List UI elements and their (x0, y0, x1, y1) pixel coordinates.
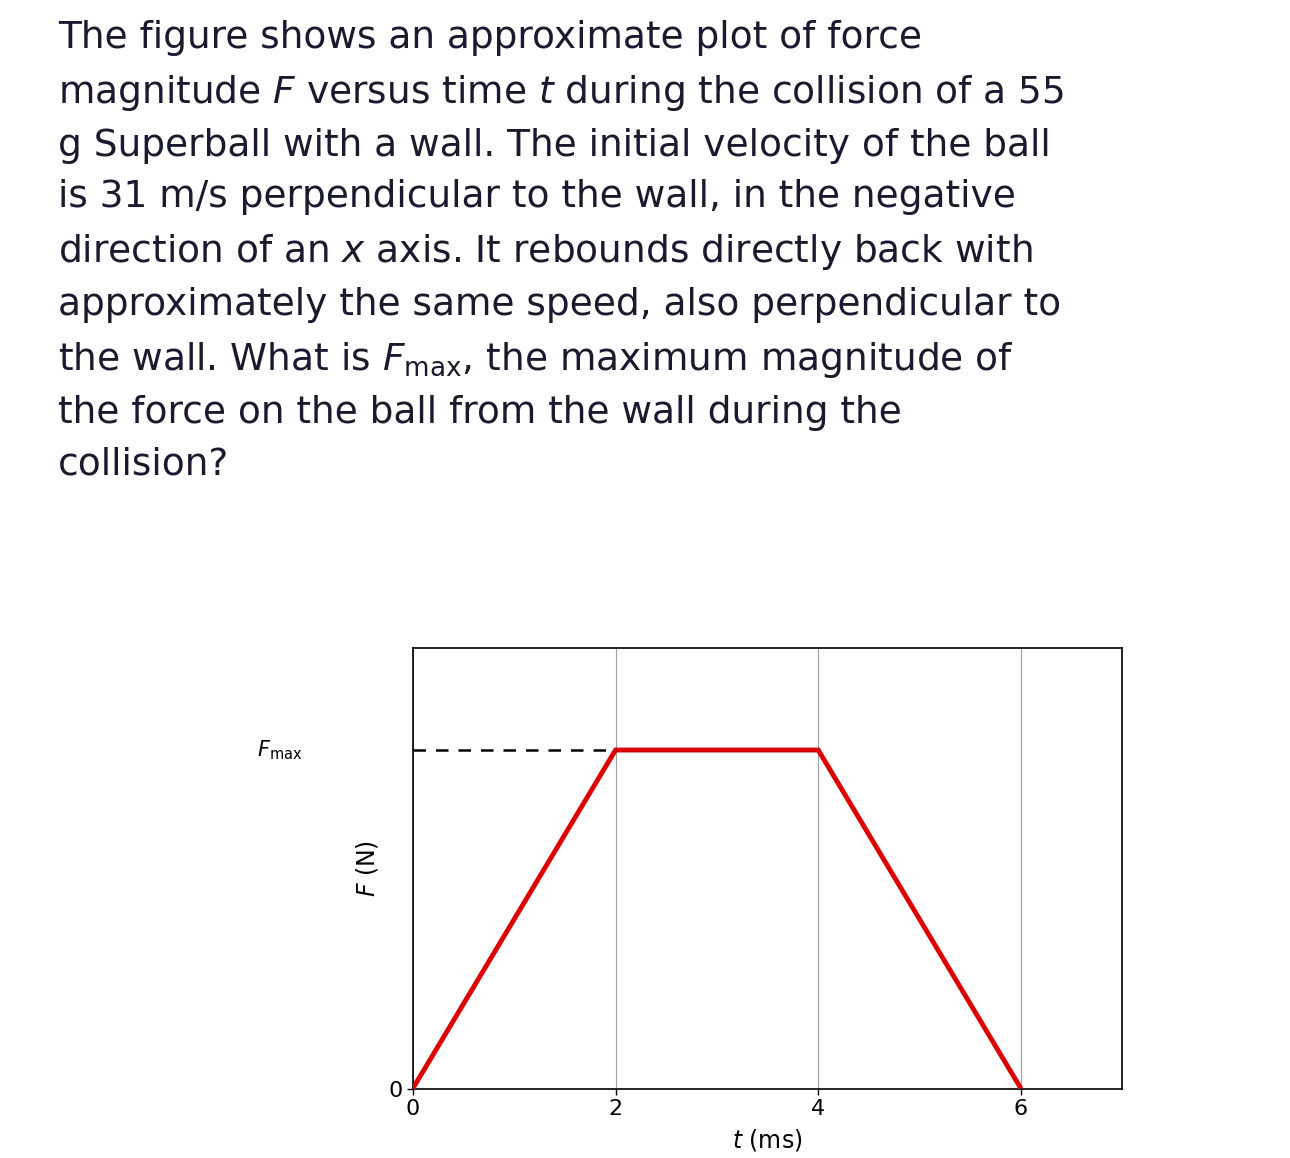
Y-axis label: $F$ (N): $F$ (N) (353, 840, 379, 897)
Text: The figure shows an approximate plot of force
magnitude $\mathit{F}$ versus time: The figure shows an approximate plot of … (58, 20, 1064, 483)
Text: $\mathit{F}_{\mathrm{max}}$: $\mathit{F}_{\mathrm{max}}$ (257, 739, 302, 762)
X-axis label: $t$ (ms): $t$ (ms) (733, 1127, 802, 1153)
